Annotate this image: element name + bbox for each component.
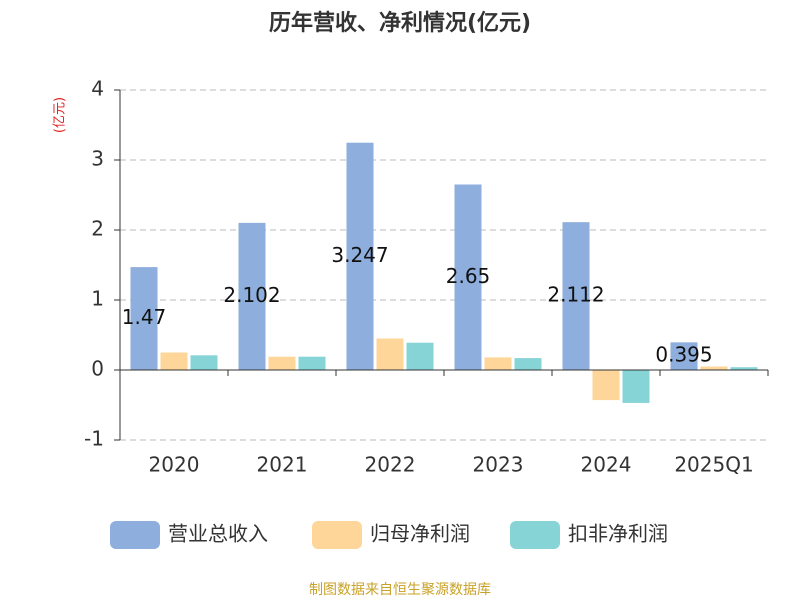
x-tick-label: 2020: [149, 453, 200, 477]
bar: [406, 342, 434, 370]
bar: [454, 184, 482, 370]
bar: [514, 358, 542, 370]
x-tick-label: 2025Q1: [674, 453, 753, 477]
bar: [376, 338, 404, 370]
x-tick-label: 2021: [257, 453, 308, 477]
bar: [298, 356, 326, 370]
bar: [268, 356, 296, 370]
bar: [730, 367, 758, 370]
data-label: 2.102: [223, 283, 280, 307]
bar: [700, 366, 728, 370]
bar: [190, 355, 218, 370]
chart-title: 历年营收、净利情况(亿元): [269, 10, 531, 36]
x-tick-label: 2023: [473, 453, 524, 477]
bar: [670, 342, 698, 370]
x-tick-label: 2022: [365, 453, 416, 477]
y-tick-label: 1: [91, 287, 104, 311]
x-tick-label: 2024: [581, 453, 632, 477]
bar: [238, 222, 266, 370]
data-label: 1.47: [122, 305, 167, 329]
bar: [130, 267, 158, 370]
legend-swatch: [312, 521, 362, 549]
bar: [562, 222, 590, 370]
y-tick-label: -1: [84, 427, 104, 451]
data-label: 2.112: [547, 283, 604, 307]
bar: [592, 370, 620, 401]
data-label: 3.247: [331, 243, 388, 267]
legend-label: 扣非净利润: [568, 522, 668, 546]
bar: [346, 142, 374, 370]
legend-swatch: [510, 521, 560, 549]
legend-label: 归母净利润: [370, 522, 470, 546]
data-label: 2.65: [446, 264, 491, 288]
y-tick-label: 0: [91, 357, 104, 381]
y-axis-label: (亿元): [53, 97, 68, 133]
y-tick-label: 2: [91, 217, 104, 241]
source-note: 制图数据来自恒生聚源数据库: [309, 582, 491, 598]
data-label: 0.395: [655, 343, 712, 367]
bar: [160, 352, 188, 370]
bar: [622, 370, 650, 403]
y-tick-label: 4: [91, 77, 104, 101]
legend-label: 营业总收入: [168, 522, 268, 546]
y-tick-label: 3: [91, 147, 104, 171]
legend-swatch: [110, 521, 160, 549]
bar: [484, 357, 512, 370]
